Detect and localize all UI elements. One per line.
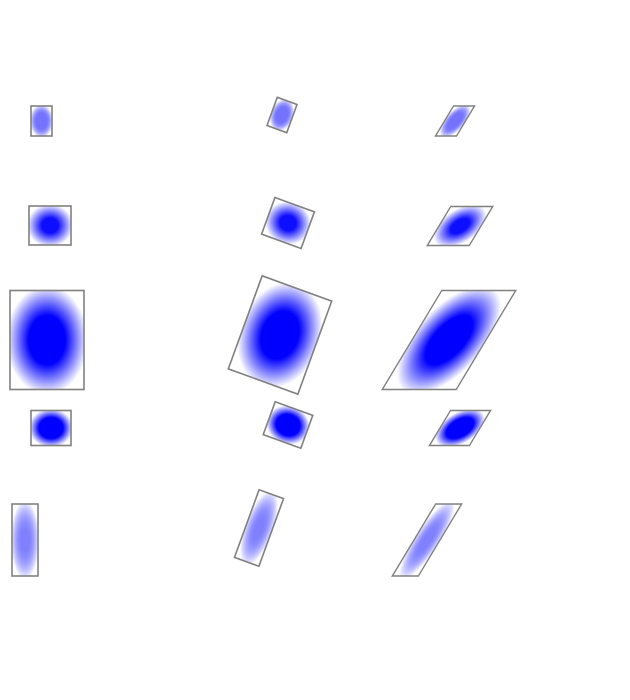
gradient-rect-skewed-row-4 — [428, 409, 492, 447]
gradient-rect-skewed-row-1 — [434, 105, 476, 137]
gradient-rect-rotated-row-5 — [233, 488, 285, 568]
gradient-rect-plain-row-4 — [30, 409, 72, 447]
gradient-rect-skewed-row-5 — [391, 503, 463, 577]
gradient-rect-rotated-row-4 — [262, 400, 314, 450]
shapes-group — [9, 96, 518, 577]
gradient-rect-rotated-row-2 — [260, 196, 316, 250]
gradient-rect-plain-row-5 — [11, 503, 39, 577]
gradient-rect-skewed-row-2 — [426, 205, 494, 247]
gradient-rect-plain-row-3 — [9, 289, 85, 391]
gradient-rect-plain-row-1 — [30, 105, 53, 137]
gradient-rect-skewed-row-3 — [380, 289, 518, 391]
gradient-rect-plain-row-2 — [28, 205, 72, 246]
gradient-rect-rotated-row-3 — [227, 274, 333, 396]
gradient-rect-rotated-row-1 — [265, 96, 299, 134]
